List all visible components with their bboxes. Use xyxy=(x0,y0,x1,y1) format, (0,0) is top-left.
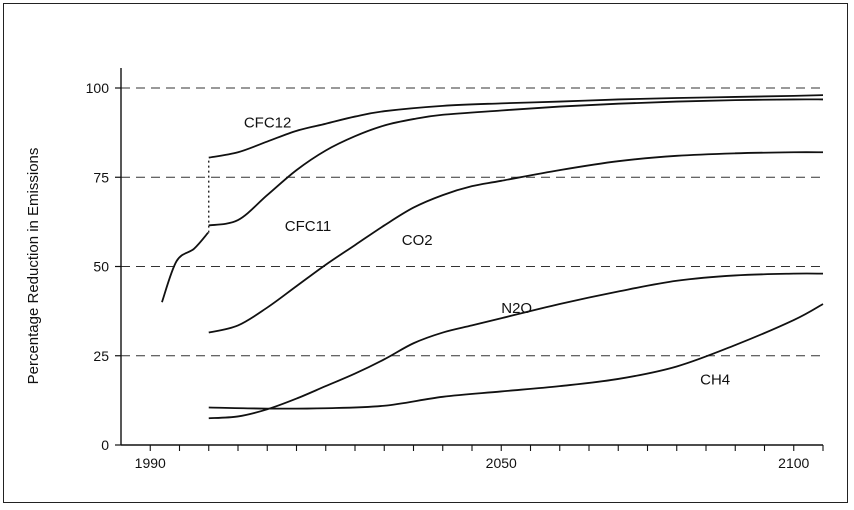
series-label-cfc11: CFC11 xyxy=(285,218,331,235)
y-tick-label: 25 xyxy=(93,348,109,364)
series-line-n2o xyxy=(208,272,824,420)
y-tick-label: 50 xyxy=(93,259,109,275)
series-line-cfc11-early xyxy=(161,231,209,303)
x-tick-label: 1990 xyxy=(135,455,166,471)
series-line-ch4 xyxy=(208,303,824,410)
y-axis-title: Percentage Reduction in Emissions xyxy=(25,148,42,385)
x-tick-label: 2050 xyxy=(486,455,517,471)
series-layer xyxy=(161,94,824,420)
x-tick-label: 2100 xyxy=(778,455,809,471)
y-tick-label: 100 xyxy=(86,80,110,96)
y-tick-label: 75 xyxy=(93,169,109,185)
series-label-n2o: N2O xyxy=(501,300,532,317)
x-ticks: 1990 2050 2100 xyxy=(135,445,824,471)
y-tick-label: 0 xyxy=(101,437,109,453)
series-line-cfc12 xyxy=(208,94,824,159)
series-line-cfc11 xyxy=(208,98,824,227)
series-label-ch4: CH4 xyxy=(700,371,730,388)
chart-frame xyxy=(3,3,848,503)
series-label-cfc12: CFC12 xyxy=(244,114,292,131)
axis-layer xyxy=(120,68,823,446)
y-ticks: 0 25 50 75 100 xyxy=(86,80,121,453)
series-label-co2: CO2 xyxy=(402,232,433,249)
grid-layer xyxy=(121,87,823,357)
series-line-co2 xyxy=(208,151,824,334)
series-labels: CFC12 CFC11 CO2 N2O CH4 xyxy=(244,114,730,388)
